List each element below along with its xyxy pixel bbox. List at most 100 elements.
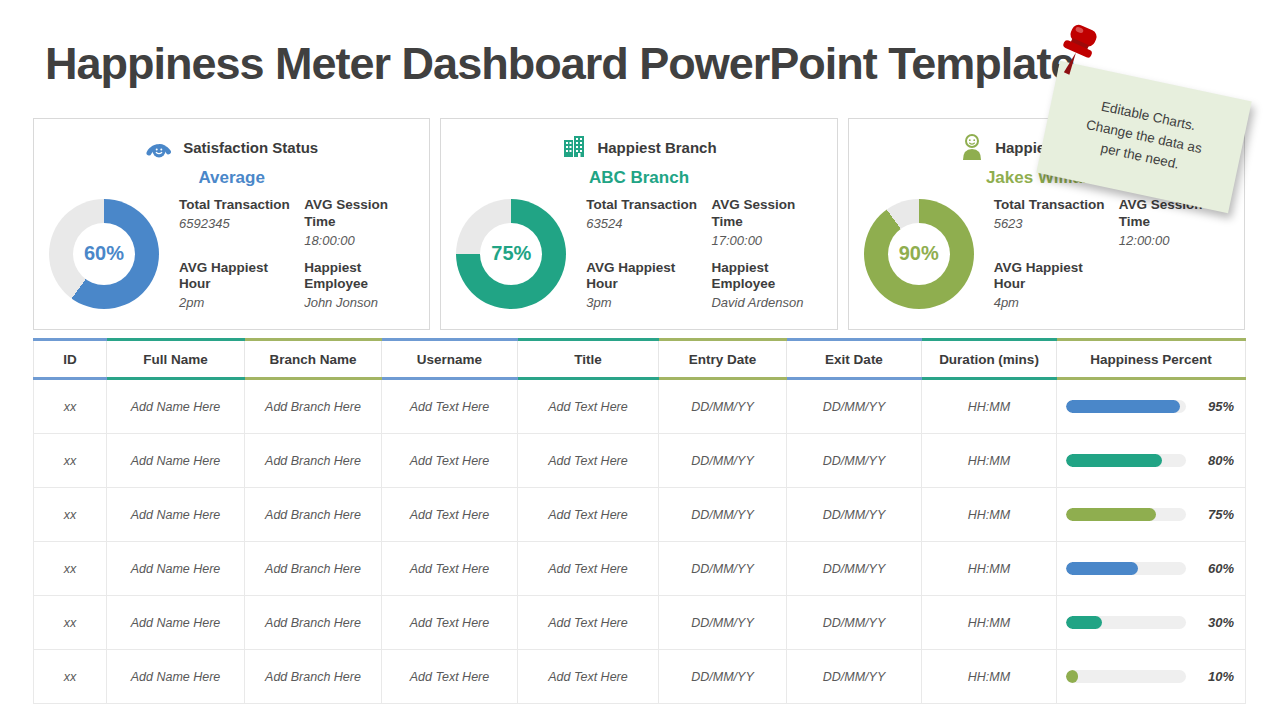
cell-entry-date: DD/MM/YY (659, 488, 787, 542)
cell-full-name: Add Name Here (107, 434, 245, 488)
donut-percent-label: 90% (899, 242, 939, 265)
bar-percent-label: 95% (1198, 399, 1234, 414)
table-row: xx Add Name Here Add Branch Here Add Tex… (34, 379, 1246, 434)
red-pushpin-icon (1052, 20, 1104, 90)
bar-track (1066, 508, 1186, 521)
bar-fill (1066, 562, 1138, 575)
cell-exit-date: DD/MM/YY (787, 488, 922, 542)
cell-id: xx (34, 650, 107, 704)
cell-happiness-percent: 75% (1057, 488, 1246, 542)
cell-title: Add Text Here (518, 650, 659, 704)
col-header-full-name: Full Name (107, 340, 245, 379)
bar-track (1066, 562, 1186, 575)
cell-branch-name: Add Branch Here (245, 379, 382, 434)
cell-username: Add Text Here (382, 596, 518, 650)
cell-entry-date: DD/MM/YY (659, 434, 787, 488)
bar-track (1066, 454, 1186, 467)
cell-id: xx (34, 596, 107, 650)
stat-value: 3pm (586, 295, 697, 310)
donut-percent-label: 60% (84, 242, 124, 265)
card-stats: Total Transaction 63524 AVG Session Time… (586, 197, 822, 311)
donut-percent-label: 75% (491, 242, 531, 265)
cell-full-name: Add Name Here (107, 488, 245, 542)
card-satisfaction-status: Satisfaction Status Average 60% Total Tr… (33, 118, 430, 330)
bar-percent-label: 75% (1198, 507, 1234, 522)
donut-hole: 75% (480, 223, 542, 285)
card-stats: Total Transaction 6592345 AVG Session Ti… (179, 197, 415, 311)
card-body: 75% Total Transaction 63524 AVG Session … (441, 188, 836, 329)
bar-track (1066, 616, 1186, 629)
slide-canvas: Happiness Meter Dashboard PowerPoint Tem… (0, 0, 1280, 720)
stat-avg-session-time: AVG Session Time 18:00:00 (304, 197, 415, 248)
stat-happiest-employee: Happiest Employee John Jonson (304, 260, 415, 311)
cell-exit-date: DD/MM/YY (787, 650, 922, 704)
stat-value: John Jonson (304, 295, 415, 310)
stat-avg-happiest-hour: AVG Happiest Hour 4pm (994, 260, 1105, 311)
cell-entry-date: DD/MM/YY (659, 542, 787, 596)
stat-avg-happiest-hour: AVG Happiest Hour 3pm (586, 260, 697, 311)
cell-title: Add Text Here (518, 434, 659, 488)
stat-label: Happiest Employee (304, 260, 415, 294)
col-header-branch-name: Branch Name (245, 340, 382, 379)
cell-title: Add Text Here (518, 596, 659, 650)
bar-percent-label: 60% (1198, 561, 1234, 576)
cell-duration: HH:MM (922, 488, 1057, 542)
cell-username: Add Text Here (382, 542, 518, 596)
table-row: xx Add Name Here Add Branch Here Add Tex… (34, 488, 1246, 542)
table-row: xx Add Name Here Add Branch Here Add Tex… (34, 650, 1246, 704)
stat-label: AVG Happiest Hour (179, 260, 290, 294)
cell-branch-name: Add Branch Here (245, 434, 382, 488)
bar-fill (1066, 670, 1078, 683)
card-header: Satisfaction Status (34, 132, 429, 162)
bar-track (1066, 670, 1186, 683)
donut-chart: 90% (864, 199, 974, 309)
cell-happiness-percent: 60% (1057, 542, 1246, 596)
donut-hole: 90% (888, 223, 950, 285)
cell-duration: HH:MM (922, 596, 1057, 650)
card-header: Happiest Branch (441, 132, 836, 162)
cell-id: xx (34, 379, 107, 434)
cell-happiness-percent: 30% (1057, 596, 1246, 650)
bar-track (1066, 400, 1186, 413)
bar-fill (1066, 400, 1180, 413)
card-subtitle: Average (34, 168, 429, 188)
stat-label: Total Transaction (586, 197, 697, 214)
happiness-bar: 75% (1058, 507, 1244, 522)
stat-empty (1119, 260, 1230, 311)
sticky-note-text: Editable Charts. Change the data as per … (1067, 86, 1221, 189)
stat-value: 5623 (994, 216, 1105, 231)
col-header-duration: Duration (mins) (922, 340, 1057, 379)
stat-label: Total Transaction (179, 197, 290, 214)
cell-branch-name: Add Branch Here (245, 650, 382, 704)
stat-value: 4pm (994, 295, 1105, 310)
donut-hole: 60% (73, 223, 135, 285)
cell-branch-name: Add Branch Here (245, 596, 382, 650)
stat-happiest-employee: Happiest Employee David Ardenson (711, 260, 822, 311)
stat-value: David Ardenson (711, 295, 822, 310)
stat-avg-session-time: AVG Session Time 17:00:00 (711, 197, 822, 248)
cell-entry-date: DD/MM/YY (659, 596, 787, 650)
bar-fill (1066, 616, 1102, 629)
stat-value: 17:00:00 (711, 233, 822, 248)
cell-full-name: Add Name Here (107, 379, 245, 434)
cell-username: Add Text Here (382, 434, 518, 488)
page-title: Happiness Meter Dashboard PowerPoint Tem… (45, 38, 1074, 90)
happiness-bar: 10% (1058, 669, 1244, 684)
cell-title: Add Text Here (518, 488, 659, 542)
stat-avg-happiest-hour: AVG Happiest Hour 2pm (179, 260, 290, 311)
cell-id: xx (34, 434, 107, 488)
table-row: xx Add Name Here Add Branch Here Add Tex… (34, 542, 1246, 596)
card-subtitle: ABC Branch (441, 168, 836, 188)
card-stats: Total Transaction 5623 AVG Session Time … (994, 197, 1230, 311)
bar-percent-label: 10% (1198, 669, 1234, 684)
bar-fill (1066, 454, 1162, 467)
cell-happiness-percent: 95% (1057, 379, 1246, 434)
employee-happiness-table: ID Full Name Branch Name Username Title … (33, 338, 1246, 704)
card-happiest-branch: Happiest Branch ABC Branch 75% Total Tra… (440, 118, 837, 330)
cell-exit-date: DD/MM/YY (787, 596, 922, 650)
bar-percent-label: 30% (1198, 615, 1234, 630)
stat-label: AVG Happiest Hour (586, 260, 697, 294)
person-icon (959, 133, 985, 161)
cell-branch-name: Add Branch Here (245, 488, 382, 542)
stat-label: AVG Session Time (711, 197, 822, 231)
